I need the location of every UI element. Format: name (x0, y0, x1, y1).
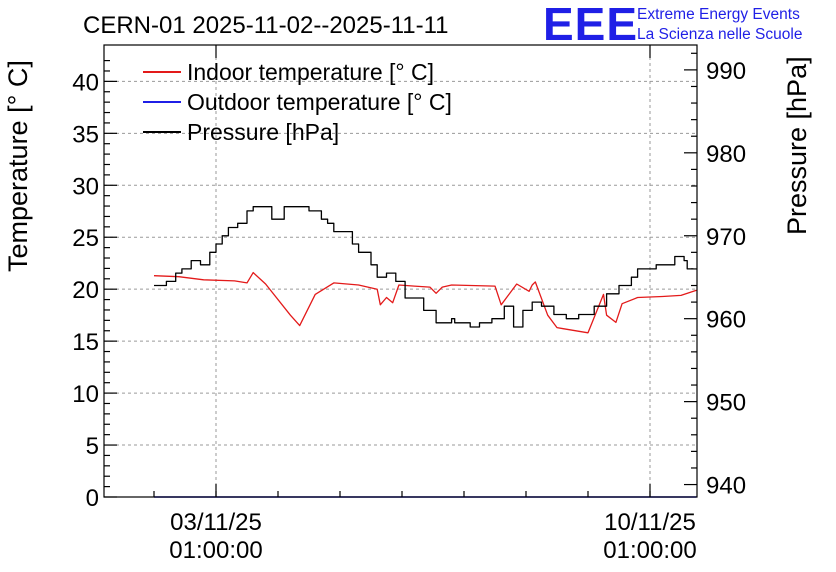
x-tick-time-1: 01:00:00 (603, 537, 696, 564)
y-left-tick-label-30: 30 (72, 173, 99, 200)
y-right-tick-label-940: 940 (706, 473, 746, 500)
y-left-tick-label-15: 15 (72, 329, 99, 356)
legend: Indoor temperature [° C] Outdoor tempera… (143, 59, 452, 145)
x-tick-time-0: 01:00:00 (169, 537, 262, 564)
y-left-tick-label-0: 0 (86, 485, 99, 512)
x-tick-date-1: 10/11/25 (604, 509, 696, 536)
eee-logo-mark: EEE (543, 0, 638, 50)
y-right-tick-label-970: 970 (706, 224, 746, 251)
y-right-tick-label-950: 950 (706, 390, 746, 417)
legend-label-indoor: Indoor temperature [° C] (187, 59, 434, 85)
y-right-tick-label-980: 980 (706, 141, 746, 168)
legend-label-pressure: Pressure [hPa] (187, 119, 339, 145)
axes: 0 5 10 15 20 25 30 35 40 940 950 960 970 980 990 03/11/… (72, 45, 746, 564)
y-left-tick-label-20: 20 (72, 277, 99, 304)
series-line-2 (154, 206, 694, 328)
y-left-tick-label-40: 40 (72, 69, 99, 96)
grid-lines (104, 45, 697, 497)
chart-title: CERN-01 2025-11-02--2025-11-11 (83, 12, 449, 39)
y-right-tick-label-990: 990 (706, 58, 746, 85)
y-left-tick-label-10: 10 (72, 381, 99, 408)
y-left-tick-label-25: 25 (72, 225, 99, 252)
y-axis-left-title: Temperature [° C] (3, 60, 33, 272)
legend-label-outdoor: Outdoor temperature [° C] (187, 89, 452, 115)
plot-frame (103, 44, 698, 498)
y-left-tick-label-35: 35 (72, 121, 99, 148)
y-axis-right-title: Pressure [hPa] (782, 56, 812, 235)
x-tick-date-0: 03/11/25 (170, 509, 262, 536)
y-left-tick-label-5: 5 (86, 433, 99, 460)
series-line-0 (153, 271, 697, 334)
eee-logo-line1: Extreme Energy Events (637, 6, 800, 23)
plot-area (104, 45, 697, 497)
eee-logo-line2: La Scienza nelle Scuole (637, 26, 802, 43)
y-right-tick-label-960: 960 (706, 307, 746, 334)
